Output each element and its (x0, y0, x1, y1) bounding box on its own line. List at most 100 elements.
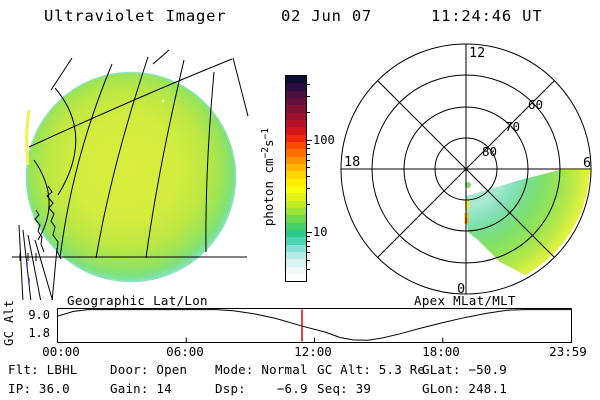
colorbar-swatch (286, 156, 306, 164)
colorbar-swatch (286, 229, 306, 238)
ytick-1-8: 1.8 (28, 326, 50, 340)
colorbar-units-s: s (261, 139, 277, 147)
earth-uv-disk (12, 49, 249, 300)
colorbar-major-tick (307, 139, 312, 141)
colorbar-minor-tick (307, 252, 310, 254)
clock-18-label: 18 (344, 154, 360, 170)
timeline-inner-ticks (185, 337, 444, 342)
coastline-overlay (34, 185, 62, 260)
disk-limb (25, 71, 237, 283)
ring-70-label: 70 (505, 119, 520, 134)
status-glat: GLat: −50.9 (422, 362, 507, 377)
colorbar-swatch (286, 193, 306, 201)
xtick-0000: 00:00 (42, 344, 80, 359)
altitude-timeline (57, 308, 572, 343)
xtick-0600: 06:00 (166, 344, 204, 359)
ring-80-label: 80 (482, 144, 497, 159)
colorbar-swatch (286, 237, 306, 245)
colorbar (285, 75, 307, 282)
altitude-timeline-plot (57, 309, 571, 342)
colorbar-tick-10: 10 (313, 225, 328, 239)
colorbar-swatch (286, 244, 306, 252)
colorbar-units-exp1: −1 (259, 128, 271, 140)
polar-clock-labels: 12 18 6 0 (344, 45, 591, 297)
gc-alt-curve (57, 309, 571, 341)
colorbar-minor-tick (307, 246, 310, 247)
status-filter: Flt: LBHL (8, 362, 78, 377)
status-gc-alt: GC Alt: 5.3 Re (317, 362, 426, 377)
colorbar-minor-tick (307, 111, 310, 113)
status-dsp: Dsp: −6.9 (215, 381, 308, 396)
colorbar-units-label: photon cm−2s−1 (260, 115, 276, 239)
colorbar-swatch (286, 273, 306, 282)
xtick-1200: 12:00 (294, 344, 332, 359)
page-title: Ultraviolet Imager (44, 7, 227, 25)
time-label: 11:24:46 UT (431, 7, 543, 25)
colorbar-swatch (286, 127, 306, 135)
colorbar-major-tick (307, 231, 312, 233)
colorbar-minor-tick (307, 176, 310, 178)
colorbar-minor-tick (307, 160, 310, 161)
colorbar-swatch (286, 200, 306, 208)
colorbar-minor-tick (307, 259, 310, 261)
colorbar-minor-tick (307, 83, 310, 85)
apex-polar-plot: 12 18 6 0 80 70 60 (340, 43, 592, 297)
colorbar-swatch (286, 83, 306, 91)
colorbar-swatch (286, 251, 306, 260)
star-speck (161, 99, 165, 103)
status-seq: Seq: 39 (317, 381, 372, 396)
colorbar-swatch (286, 185, 306, 194)
colorbar-swatch (286, 141, 306, 150)
footprint-markers (26, 262, 30, 283)
clock-12-label: 12 (469, 45, 485, 61)
status-gain: Gain: 14 (110, 381, 172, 396)
date-label: 02 Jun 07 (281, 7, 373, 25)
xtick-1800: 18:00 (422, 344, 460, 359)
colorbar-minor-tick (307, 204, 310, 205)
colorbar-swatch (286, 76, 306, 84)
limb-bright-sliver (25, 109, 31, 166)
status-glon: GLon: 248.1 (422, 381, 507, 396)
colorbar-swatch (286, 207, 306, 216)
colorbar-swatch (286, 149, 306, 157)
colorbar-swatch (286, 178, 306, 186)
colorbar-minor-tick (307, 236, 310, 237)
status-door: Door: Open (110, 362, 188, 377)
colorbar-swatch (286, 97, 306, 106)
right-panel-caption: Apex MLat/MLT (414, 293, 516, 308)
polar-ring-labels: 80 70 60 (482, 97, 543, 159)
colorbar-swatch (286, 90, 306, 98)
colorbar-swatch (286, 163, 306, 172)
colorbar-minor-tick (307, 153, 310, 155)
colorbar-units-base: photon cm (261, 158, 277, 227)
ring-60-label: 60 (528, 97, 543, 112)
clock-0-label: 0 (457, 281, 465, 297)
status-ip: IP: 36.0 (8, 381, 70, 396)
colorbar-swatch (286, 134, 306, 142)
colorbar-swatch (286, 259, 306, 267)
colorbar-minor-tick (307, 148, 310, 150)
colorbar-swatch (286, 266, 306, 274)
timeline-ylabel: GC Alt (2, 299, 16, 346)
colorbar-swatch (286, 215, 306, 223)
colorbar-tick-100: 100 (313, 133, 335, 147)
clock-6-label: 6 (583, 155, 591, 171)
latlon-grid (12, 49, 249, 300)
left-panel-caption: Geographic Lat/Lon (67, 293, 208, 308)
colorbar-minor-tick (307, 143, 310, 145)
colorbar-minor-tick (307, 268, 310, 270)
colorbar-minor-tick (307, 95, 310, 97)
colorbar-swatch (286, 112, 306, 120)
colorbar-swatch (286, 105, 306, 113)
status-mode: Mode: Normal (215, 362, 308, 377)
colorbar-swatch (286, 171, 306, 179)
colorbar-swatch (286, 119, 306, 128)
xtick-2359: 23:59 (549, 344, 587, 359)
colorbar-units-exp2: −2 (259, 146, 271, 159)
colorbar-minor-tick (307, 187, 310, 189)
colorbar-minor-tick (307, 167, 310, 169)
ytick-9: 9.0 (28, 308, 50, 322)
polar-grid (340, 43, 592, 295)
aurora-noise (466, 170, 590, 275)
